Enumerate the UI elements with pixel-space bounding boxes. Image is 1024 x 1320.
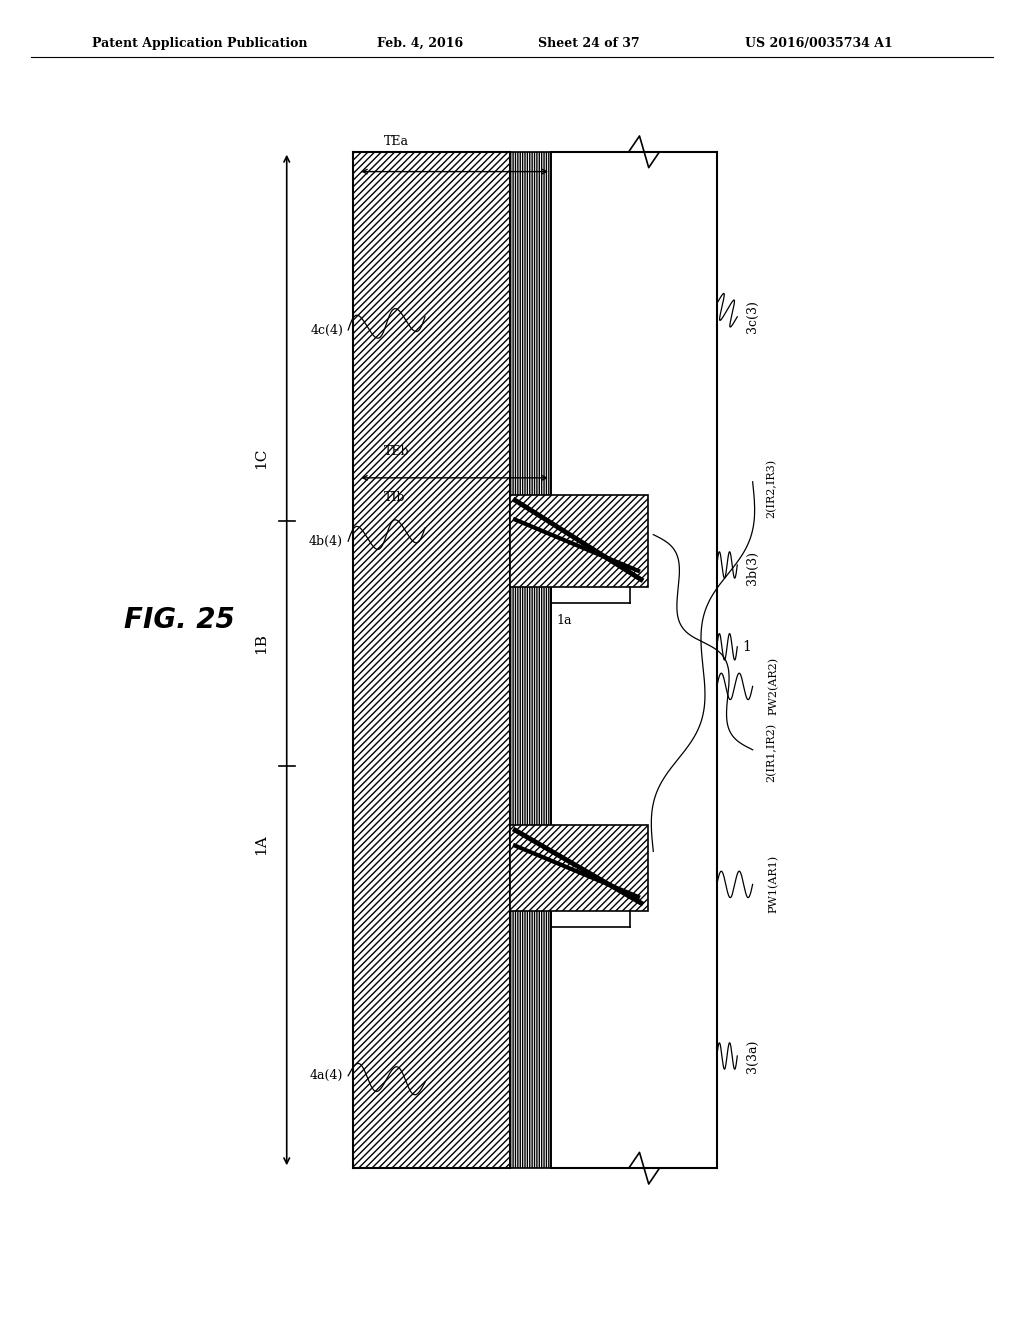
Polygon shape — [353, 152, 510, 1168]
Text: 4c(4): 4c(4) — [310, 323, 343, 337]
Text: TIb: TIb — [384, 491, 406, 504]
Text: Patent Application Publication: Patent Application Publication — [92, 37, 307, 50]
Text: 1A: 1A — [254, 834, 268, 855]
Text: Feb. 4, 2016: Feb. 4, 2016 — [377, 37, 463, 50]
Text: 4b(4): 4b(4) — [309, 535, 343, 548]
Text: 4a(4): 4a(4) — [309, 1069, 343, 1082]
Text: PW2(AR2): PW2(AR2) — [768, 657, 778, 715]
Text: Sheet 24 of 37: Sheet 24 of 37 — [538, 37, 640, 50]
Text: US 2016/0035734 A1: US 2016/0035734 A1 — [745, 37, 893, 50]
Text: FIG. 25: FIG. 25 — [124, 606, 234, 635]
Text: TEb: TEb — [384, 445, 410, 458]
Bar — [510, 495, 648, 587]
Text: 3(3a): 3(3a) — [745, 1039, 759, 1073]
Text: 1C: 1C — [254, 447, 268, 470]
Bar — [510, 152, 551, 1168]
Text: 1: 1 — [742, 640, 752, 653]
Text: 2(IR1,IR2): 2(IR1,IR2) — [766, 723, 776, 781]
Text: 1B: 1B — [254, 634, 268, 653]
Text: 2(IR2,IR3): 2(IR2,IR3) — [766, 459, 776, 517]
Text: PW1(AR1): PW1(AR1) — [768, 855, 778, 913]
Text: 3c(3): 3c(3) — [745, 301, 759, 333]
Text: 3b(3): 3b(3) — [745, 550, 759, 585]
Bar — [510, 825, 648, 911]
Text: TEa: TEa — [384, 135, 409, 148]
Text: 1a: 1a — [556, 614, 571, 627]
